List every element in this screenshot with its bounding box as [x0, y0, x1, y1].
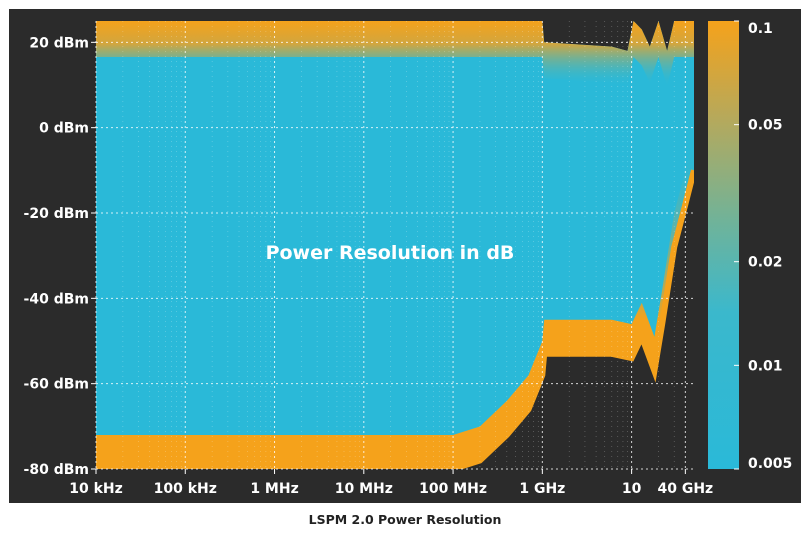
colorbar-tick-label-0: 0.1: [748, 21, 773, 37]
chart-title: Power Resolution in dB: [266, 242, 515, 264]
colorbar-tick-label-4: 0.005: [748, 456, 792, 472]
colorbar: [708, 21, 739, 469]
colorbar-tick-label-3: 0.01: [748, 358, 783, 374]
heatmap-upper-band: [96, 21, 694, 87]
y-tick-label-0: 20 dBm: [29, 35, 89, 51]
heatmap-lower-edge: [96, 169, 694, 469]
x-tick-label-0: 10 kHz: [69, 481, 123, 497]
x-tick-label-4: 100 MHz: [419, 481, 487, 497]
y-tick-label-3: -40 dBm: [24, 291, 89, 307]
chart-figure: 10 kHz 100 kHz 1 MHz 10 MHz 100 MHz 1 GHz 10 40…: [9, 9, 801, 503]
x-tick-label-1: 100 kHz: [154, 481, 217, 497]
y-tick-label-2: -20 dBm: [24, 206, 89, 222]
heatmap-lower-band: [96, 136, 694, 469]
colorbar-tick-label-2: 0.02: [748, 255, 783, 271]
figure-caption: LSPM 2.0 Power Resolution: [308, 512, 502, 527]
x-tick-label-3: 10 MHz: [335, 481, 393, 497]
chart-svg: 10 kHz 100 kHz 1 MHz 10 MHz 100 MHz 1 GHz 10 40…: [24, 20, 792, 497]
y-tick-label-4: -60 dBm: [24, 377, 89, 393]
x-tick-label-6: 10: [622, 481, 642, 497]
heatmap-region: [96, 21, 694, 469]
x-tick-label-2: 1 MHz: [250, 481, 298, 497]
x-tick-label-5: 1 GHz: [519, 481, 565, 497]
y-tick-label-1: 0 dBm: [39, 121, 89, 137]
y-tick-label-5: -80 dBm: [24, 462, 89, 478]
x-tick-label-7: 40 GHz: [657, 481, 713, 497]
colorbar-tick-label-1: 0.05: [748, 118, 783, 134]
